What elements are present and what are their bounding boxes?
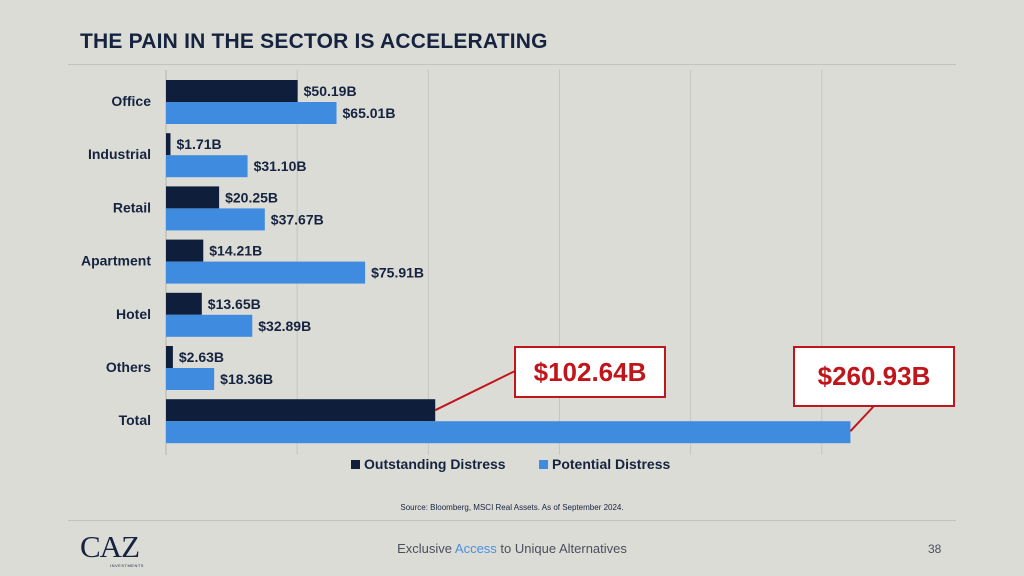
tagline-accent: Access — [454, 541, 497, 556]
category-label-retail: Retail — [113, 199, 151, 215]
bar-office-potential — [166, 102, 337, 124]
data-label: $31.10B — [254, 158, 307, 174]
legend-label-outstanding: Outstanding Distress — [364, 456, 506, 472]
bar-industrial-outstanding — [166, 133, 171, 156]
category-label-hotel: Hotel — [116, 306, 151, 322]
footer-divider — [68, 520, 956, 521]
bar-hotel-outstanding — [166, 292, 202, 315]
legend-label-potential: Potential Distress — [552, 456, 670, 472]
bar-apartment-potential — [166, 261, 366, 284]
legend-swatch-potential — [539, 460, 548, 469]
tagline-post: to Unique Alternatives — [496, 541, 627, 556]
callout-value-potential: $260.93B — [818, 361, 931, 391]
bar-industrial-potential — [166, 155, 248, 178]
bar-others-potential — [166, 368, 215, 390]
callout-box-potential — [793, 346, 955, 407]
data-label: $50.19B — [304, 83, 357, 99]
bar-retail-potential — [166, 208, 265, 231]
bar-total-outstanding — [166, 399, 436, 422]
bar-apartment-outstanding — [166, 239, 204, 262]
data-label: $2.63B — [179, 349, 224, 365]
bar-hotel-potential — [166, 314, 253, 337]
data-label: $20.25B — [225, 189, 278, 205]
callout-box-outstanding — [514, 346, 666, 398]
legend-swatch-outstanding — [351, 460, 360, 469]
tagline-pre: Exclusive — [397, 541, 455, 556]
caz-logo: CAZ — [80, 529, 140, 564]
callout-leader-potential — [849, 405, 875, 432]
category-label-apartment: Apartment — [81, 253, 151, 269]
category-label-industrial: Industrial — [88, 146, 151, 162]
data-label: $1.71B — [176, 136, 221, 152]
bar-others-outstanding — [166, 346, 173, 368]
source-note: Source: Bloomberg, MSCI Real Assets. As … — [400, 503, 624, 512]
footer-tagline: Exclusive Access to Unique Alternatives — [0, 541, 1024, 556]
title-divider — [68, 64, 956, 65]
callout-value-outstanding: $102.64B — [534, 357, 647, 387]
bar-retail-outstanding — [166, 186, 220, 209]
bar-total-potential — [166, 421, 851, 444]
data-label: $18.36B — [220, 371, 273, 387]
caz-logo-sub: INVESTMENTS — [110, 563, 144, 568]
data-label: $65.01B — [343, 105, 396, 121]
category-label-others: Others — [106, 359, 151, 375]
callout-leader-outstanding — [434, 370, 516, 412]
category-label-office: Office — [111, 93, 151, 109]
slide-title: THE PAIN IN THE SECTOR IS ACCELERATING — [80, 30, 548, 53]
data-label: $32.89B — [258, 318, 311, 334]
bar-office-outstanding — [166, 80, 298, 102]
page-number: 38 — [928, 542, 942, 556]
distress-bar-chart: Office $50.19B $65.01B Industrial $1.71B $31.… — [81, 70, 955, 472]
data-label: $75.91B — [371, 265, 424, 281]
data-label: $14.21B — [209, 243, 262, 259]
category-label-total: Total — [119, 412, 151, 428]
data-label: $37.67B — [271, 211, 324, 227]
data-label: $13.65B — [208, 296, 261, 312]
